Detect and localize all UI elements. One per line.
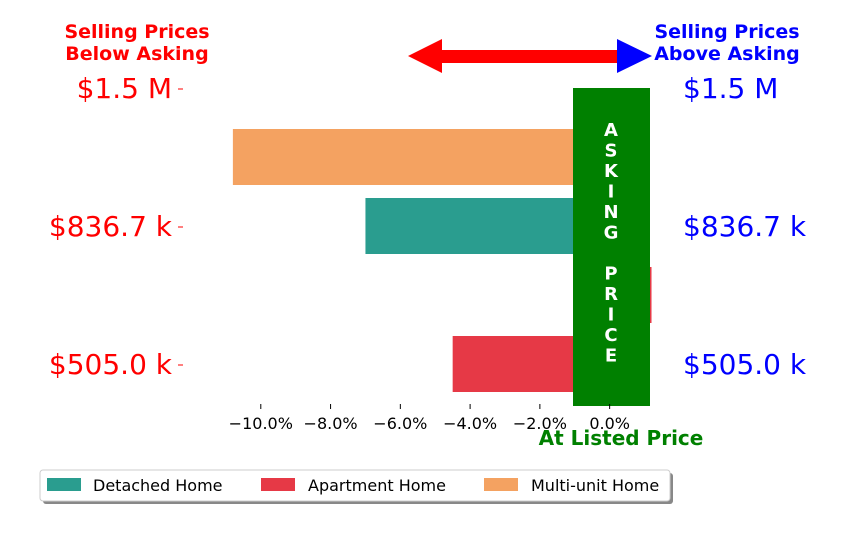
asking-price-band [573, 88, 650, 406]
x-axis-label: At Listed Price [539, 426, 704, 450]
bar-detached-home-1 [365, 198, 610, 254]
asking-price-letter: E [605, 346, 617, 367]
right-header-line-1: Selling Prices [654, 21, 799, 43]
legend: Detached Home Apartment Home Multi-unit … [39, 469, 673, 504]
double-arrow-icon [408, 39, 652, 73]
x-tick-label: −8.0% [304, 414, 358, 433]
y-tick-right-middle: $836.7 k [683, 210, 807, 243]
y-tick-left-bottom: $505.0 k [49, 348, 173, 381]
y-tick-right-top: $1.5 M [683, 72, 778, 105]
left-header-line-2: Below Asking [65, 43, 208, 65]
asking-price-letter: A [604, 120, 618, 141]
bar-multi-unit-home-0 [232, 129, 610, 185]
asking-price-letter: G [604, 223, 619, 244]
legend-swatch-apartment [261, 478, 295, 491]
asking-price-letter: N [603, 202, 618, 223]
y-tick-marks [178, 88, 183, 366]
left-header-line-1: Selling Prices [64, 21, 209, 43]
x-tick-label: 0.0% [589, 414, 630, 433]
legend-label-detached: Detached Home [93, 476, 223, 495]
right-header-line-2: Above Asking [654, 43, 800, 65]
asking-price-letter: K [604, 161, 619, 182]
x-tick-label: −4.0% [443, 414, 497, 433]
asking-price-letter: P [604, 264, 617, 285]
asking-price-letter: R [604, 284, 618, 305]
asking-price-letter: C [604, 325, 617, 346]
asking-price-letter: S [605, 141, 618, 162]
asking-price-letter: I [608, 182, 615, 203]
y-tick-left-top: $1.5 M [77, 72, 172, 105]
x-tick-label: −10.0% [229, 414, 293, 433]
legend-swatch-detached [47, 478, 81, 491]
y-tick-right-bottom: $505.0 k [683, 348, 807, 381]
y-tick-left-middle: $836.7 k [49, 210, 173, 243]
x-axis: −10.0% −8.0% −6.0% −4.0% −2.0% 0.0% [229, 404, 630, 433]
legend-swatch-multi-unit [484, 478, 518, 491]
asking-price-letter: I [608, 305, 615, 326]
legend-label-apartment: Apartment Home [308, 476, 446, 495]
legend-label-multi-unit: Multi-unit Home [531, 476, 659, 495]
x-tick-label: −6.0% [373, 414, 427, 433]
x-tick-label: −2.0% [513, 414, 567, 433]
